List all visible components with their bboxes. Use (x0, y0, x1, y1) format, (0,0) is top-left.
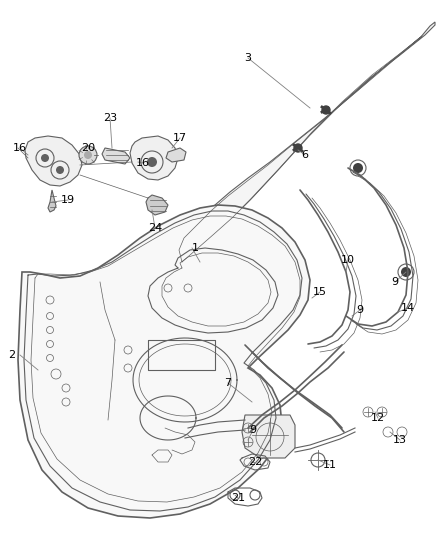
Circle shape (56, 166, 64, 174)
Text: 9: 9 (249, 425, 257, 435)
Polygon shape (242, 415, 295, 458)
Text: 16: 16 (136, 158, 150, 168)
Text: 7: 7 (224, 378, 232, 388)
Circle shape (401, 267, 411, 277)
Circle shape (147, 157, 157, 167)
Text: 16: 16 (13, 143, 27, 153)
Text: 10: 10 (341, 255, 355, 265)
Text: 13: 13 (393, 435, 407, 445)
Circle shape (84, 151, 92, 159)
Text: 12: 12 (371, 413, 385, 423)
Text: 1: 1 (191, 243, 198, 253)
Polygon shape (166, 148, 186, 162)
Text: 17: 17 (173, 133, 187, 143)
Polygon shape (48, 190, 56, 212)
Circle shape (294, 144, 302, 152)
Polygon shape (175, 22, 435, 268)
Text: 11: 11 (323, 460, 337, 470)
Text: 19: 19 (61, 195, 75, 205)
Text: 15: 15 (313, 287, 327, 297)
Circle shape (353, 163, 363, 173)
Circle shape (79, 146, 97, 164)
Text: 2: 2 (8, 350, 16, 360)
Text: 23: 23 (103, 113, 117, 123)
Text: 9: 9 (357, 305, 364, 315)
Circle shape (41, 154, 49, 162)
Circle shape (322, 106, 330, 114)
Text: 22: 22 (248, 457, 262, 467)
Polygon shape (18, 205, 310, 518)
Text: 6: 6 (301, 150, 308, 160)
Polygon shape (146, 195, 168, 215)
Polygon shape (130, 136, 178, 180)
Text: 9: 9 (392, 277, 399, 287)
Text: 14: 14 (401, 303, 415, 313)
Polygon shape (25, 136, 82, 186)
Polygon shape (102, 148, 130, 164)
Text: 20: 20 (81, 143, 95, 153)
Text: 24: 24 (148, 223, 162, 233)
Text: 3: 3 (244, 53, 251, 63)
Text: 21: 21 (231, 493, 245, 503)
